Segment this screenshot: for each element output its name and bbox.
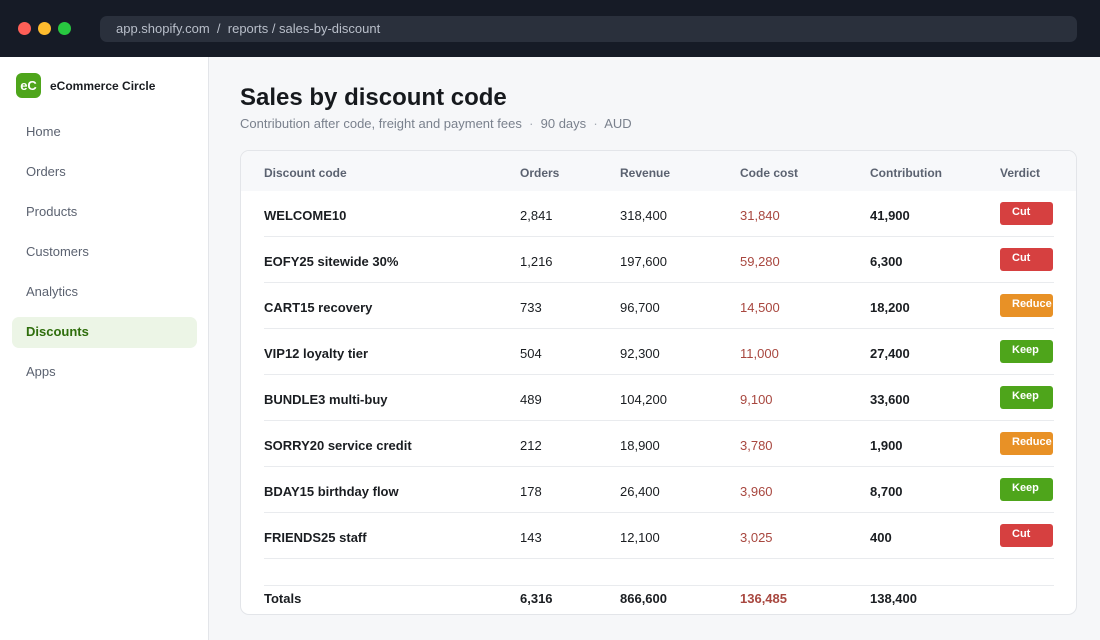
verdict-badge: Keep bbox=[1000, 340, 1053, 363]
cell-revenue: 197,600 bbox=[620, 254, 667, 269]
table-row[interactable]: SORRY20 service credit 212 18,900 3,780 … bbox=[264, 421, 1054, 467]
table-row[interactable]: EOFY25 sitewide 30% 1,216 197,600 59,280… bbox=[264, 237, 1054, 283]
table-row[interactable]: WELCOME10 2,841 318,400 31,840 41,900 Cu… bbox=[264, 191, 1054, 237]
cell-contribution: 27,400 bbox=[870, 346, 910, 361]
cell-revenue: 318,400 bbox=[620, 208, 667, 223]
cell-code-cost: 3,025 bbox=[740, 530, 773, 545]
subtitle-separator: · bbox=[521, 116, 541, 131]
cell-revenue: 26,400 bbox=[620, 484, 660, 499]
cell-discount-code: VIP12 loyalty tier bbox=[264, 346, 369, 361]
cell-orders: 212 bbox=[520, 438, 542, 453]
cell-revenue: 104,200 bbox=[620, 392, 667, 407]
table-header: Discount code Orders Revenue Code cost C… bbox=[241, 151, 1076, 191]
cell-discount-code: EOFY25 sitewide 30% bbox=[264, 254, 399, 269]
cell-code-cost: 31,840 bbox=[740, 208, 780, 223]
subtitle-period: 90 days bbox=[540, 116, 587, 131]
page-title: Sales by discount code bbox=[240, 84, 507, 111]
cell-discount-code: BUNDLE3 multi-buy bbox=[264, 392, 388, 407]
verdict-badge: Cut bbox=[1000, 248, 1053, 271]
cell-orders: 1,216 bbox=[520, 254, 553, 269]
window-close-dot[interactable] bbox=[18, 22, 31, 35]
sidebar-item-home[interactable]: Home bbox=[26, 124, 61, 139]
totals-row: Totals 6,316 866,600 136,485 138,400 bbox=[264, 585, 1054, 614]
discount-table-card: Discount code Orders Revenue Code cost C… bbox=[240, 150, 1077, 615]
verdict-badge: Keep bbox=[1000, 386, 1053, 409]
cell-code-cost: 9,100 bbox=[740, 392, 773, 407]
subtitle-description: Contribution after code, freight and pay… bbox=[240, 116, 522, 131]
brand-name: eCommerce Circle bbox=[50, 78, 156, 93]
header-revenue[interactable]: Revenue bbox=[620, 166, 671, 180]
verdict-badge: Cut bbox=[1000, 202, 1053, 225]
window-minimize-dot[interactable] bbox=[38, 22, 51, 35]
cell-discount-code: FRIENDS25 staff bbox=[264, 530, 367, 545]
cell-orders: 178 bbox=[520, 484, 542, 499]
table-row[interactable]: CART15 recovery 733 96,700 14,500 18,200… bbox=[264, 283, 1054, 329]
table-row[interactable]: BUNDLE3 multi-buy 489 104,200 9,100 33,6… bbox=[264, 375, 1054, 421]
table-row[interactable]: FRIENDS25 staff 143 12,100 3,025 400 Cut bbox=[264, 513, 1054, 559]
cell-code-cost: 59,280 bbox=[740, 254, 780, 269]
header-discount-code[interactable]: Discount code bbox=[264, 166, 347, 180]
cell-orders: 489 bbox=[520, 392, 542, 407]
verdict-badge: Reduce bbox=[1000, 294, 1053, 317]
cell-discount-code: WELCOME10 bbox=[264, 208, 347, 223]
cell-revenue: 18,900 bbox=[620, 438, 660, 453]
browser-chrome: app.shopify.com / reports / sales-by-dis… bbox=[0, 0, 1100, 57]
cell-orders: 143 bbox=[520, 530, 542, 545]
cell-code-cost: 14,500 bbox=[740, 300, 780, 315]
window-maximize-dot[interactable] bbox=[58, 22, 71, 35]
totals-revenue: 866,600 bbox=[620, 591, 667, 606]
sidebar-nav: Home Orders Products Customers Analytics… bbox=[12, 117, 197, 397]
cell-contribution: 1,900 bbox=[870, 438, 903, 453]
cell-code-cost: 3,960 bbox=[740, 484, 773, 499]
cell-discount-code: CART15 recovery bbox=[264, 300, 373, 315]
page-subtitle: Contribution after code, freight and pay… bbox=[240, 116, 632, 131]
cell-contribution: 41,900 bbox=[870, 208, 910, 223]
totals-label: Totals bbox=[264, 591, 302, 606]
totals-code-cost: 136,485 bbox=[740, 591, 787, 606]
cell-revenue: 92,300 bbox=[620, 346, 660, 361]
cell-revenue: 12,100 bbox=[620, 530, 660, 545]
table-body: WELCOME10 2,841 318,400 31,840 41,900 Cu… bbox=[241, 191, 1076, 559]
brand[interactable]: eC eCommerce Circle bbox=[16, 73, 155, 98]
cell-orders: 733 bbox=[520, 300, 542, 315]
verdict-badge: Reduce bbox=[1000, 432, 1053, 455]
sidebar-item-apps[interactable]: Apps bbox=[26, 364, 56, 379]
cell-contribution: 33,600 bbox=[870, 392, 910, 407]
header-code-cost[interactable]: Code cost bbox=[740, 166, 799, 180]
totals-contribution: 138,400 bbox=[870, 591, 917, 606]
cell-orders: 504 bbox=[520, 346, 542, 361]
main-content: Sales by discount code Contribution afte… bbox=[209, 57, 1100, 640]
cell-discount-code: BDAY15 birthday flow bbox=[264, 484, 399, 499]
cell-code-cost: 3,780 bbox=[740, 438, 773, 453]
sidebar-item-discounts[interactable]: Discounts bbox=[12, 317, 197, 348]
cell-contribution: 8,700 bbox=[870, 484, 903, 499]
subtitle-currency: AUD bbox=[604, 116, 632, 131]
cell-contribution: 18,200 bbox=[870, 300, 910, 315]
verdict-badge: Keep bbox=[1000, 478, 1053, 501]
cell-revenue: 96,700 bbox=[620, 300, 660, 315]
header-contribution[interactable]: Contribution bbox=[870, 166, 942, 180]
verdict-badge: Cut bbox=[1000, 524, 1053, 547]
sidebar-item-customers[interactable]: Customers bbox=[26, 244, 89, 259]
cell-contribution: 400 bbox=[870, 530, 892, 545]
cell-orders: 2,841 bbox=[520, 208, 553, 223]
brand-logo: eC bbox=[16, 73, 41, 98]
sidebar-item-orders[interactable]: Orders bbox=[26, 164, 66, 179]
cell-discount-code: SORRY20 service credit bbox=[264, 438, 412, 453]
header-orders[interactable]: Orders bbox=[520, 166, 560, 180]
header-verdict[interactable]: Verdict bbox=[1000, 166, 1041, 180]
address-bar[interactable]: app.shopify.com / reports / sales-by-dis… bbox=[100, 16, 1077, 42]
sidebar-item-products[interactable]: Products bbox=[26, 204, 78, 219]
cell-contribution: 6,300 bbox=[870, 254, 903, 269]
table-row[interactable]: VIP12 loyalty tier 504 92,300 11,000 27,… bbox=[264, 329, 1054, 375]
sidebar-item-analytics[interactable]: Analytics bbox=[26, 284, 79, 299]
subtitle-separator: · bbox=[586, 116, 605, 131]
totals-orders: 6,316 bbox=[520, 591, 553, 606]
cell-code-cost: 11,000 bbox=[740, 346, 779, 361]
sidebar: eC eCommerce Circle Home Orders Products… bbox=[0, 57, 209, 640]
table-row[interactable]: BDAY15 birthday flow 178 26,400 3,960 8,… bbox=[264, 467, 1054, 513]
